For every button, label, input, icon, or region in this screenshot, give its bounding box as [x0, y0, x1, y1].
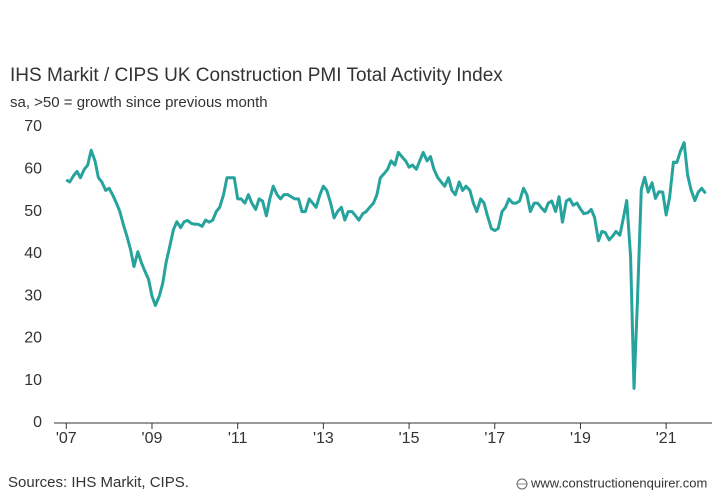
credit-icon — [516, 478, 528, 490]
y-tick-label: 70 — [24, 118, 42, 135]
y-tick-label: 40 — [24, 245, 42, 262]
x-tick-label: '19 — [570, 430, 591, 447]
x-tick-label: '17 — [484, 430, 505, 447]
y-tick-label: 50 — [24, 203, 42, 220]
y-tick-label: 10 — [24, 372, 42, 389]
line-series — [65, 141, 707, 390]
credit: www.constructionenquirer.com — [530, 475, 707, 490]
x-tick-label: '21 — [656, 430, 677, 447]
x-tick-label: '11 — [228, 430, 248, 447]
x-tick-label: '15 — [399, 430, 420, 447]
x-tick-label: '13 — [313, 430, 334, 447]
x-tick-label: '07 — [56, 430, 77, 447]
y-tick-label: 60 — [24, 161, 42, 178]
x-tick-label: '09 — [142, 430, 163, 447]
y-tick-label: 0 — [33, 414, 42, 431]
y-tick-label: 30 — [24, 287, 42, 304]
source: Sources: IHS Markit, CIPS. — [8, 474, 189, 491]
y-tick-label: 20 — [24, 330, 42, 347]
chart-subtitle: sa, >50 = growth since previous month — [10, 94, 268, 111]
chart-title: IHS Markit / CIPS UK Construction PMI To… — [10, 65, 503, 86]
